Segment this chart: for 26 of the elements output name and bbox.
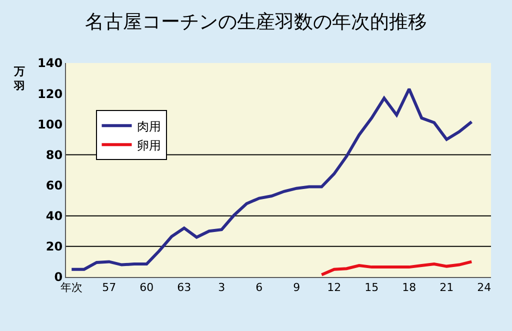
x-tick-label: 6	[256, 281, 263, 294]
x-tick-label: 18	[402, 281, 416, 294]
y-axis-title: 万羽	[13, 65, 25, 92]
legend-label: 肉用	[136, 119, 161, 134]
y-tick-label: 100	[38, 117, 63, 132]
line-series	[70, 87, 474, 271]
x-tick-label: 63	[177, 281, 192, 294]
x-tick-label: 年次	[60, 281, 83, 294]
y-tick-label: 80	[46, 148, 63, 162]
x-tick-label: 24	[477, 281, 492, 294]
y-tick-label: 60	[46, 178, 63, 192]
y-tick-label: 40	[46, 209, 63, 224]
x-tick-label: 15	[364, 281, 379, 294]
y-tick-label: 140	[38, 56, 63, 70]
x-tick-label: 57	[102, 281, 116, 294]
x-tick-label: 12	[327, 281, 342, 294]
x-tick-label: 3	[218, 281, 226, 294]
x-tick-label: 9	[293, 281, 300, 294]
y-tick-label: 20	[46, 240, 63, 254]
y-tick-label: 0	[54, 270, 63, 284]
chart-title: 名古屋コーチンの生産羽数の年次的推移	[85, 11, 427, 34]
x-tick-label: 21	[440, 281, 454, 294]
legend-label: 卵用	[136, 138, 161, 152]
y-tick-label: 120	[38, 86, 63, 101]
x-tick-label: 60	[140, 281, 154, 294]
line-series	[320, 260, 474, 276]
